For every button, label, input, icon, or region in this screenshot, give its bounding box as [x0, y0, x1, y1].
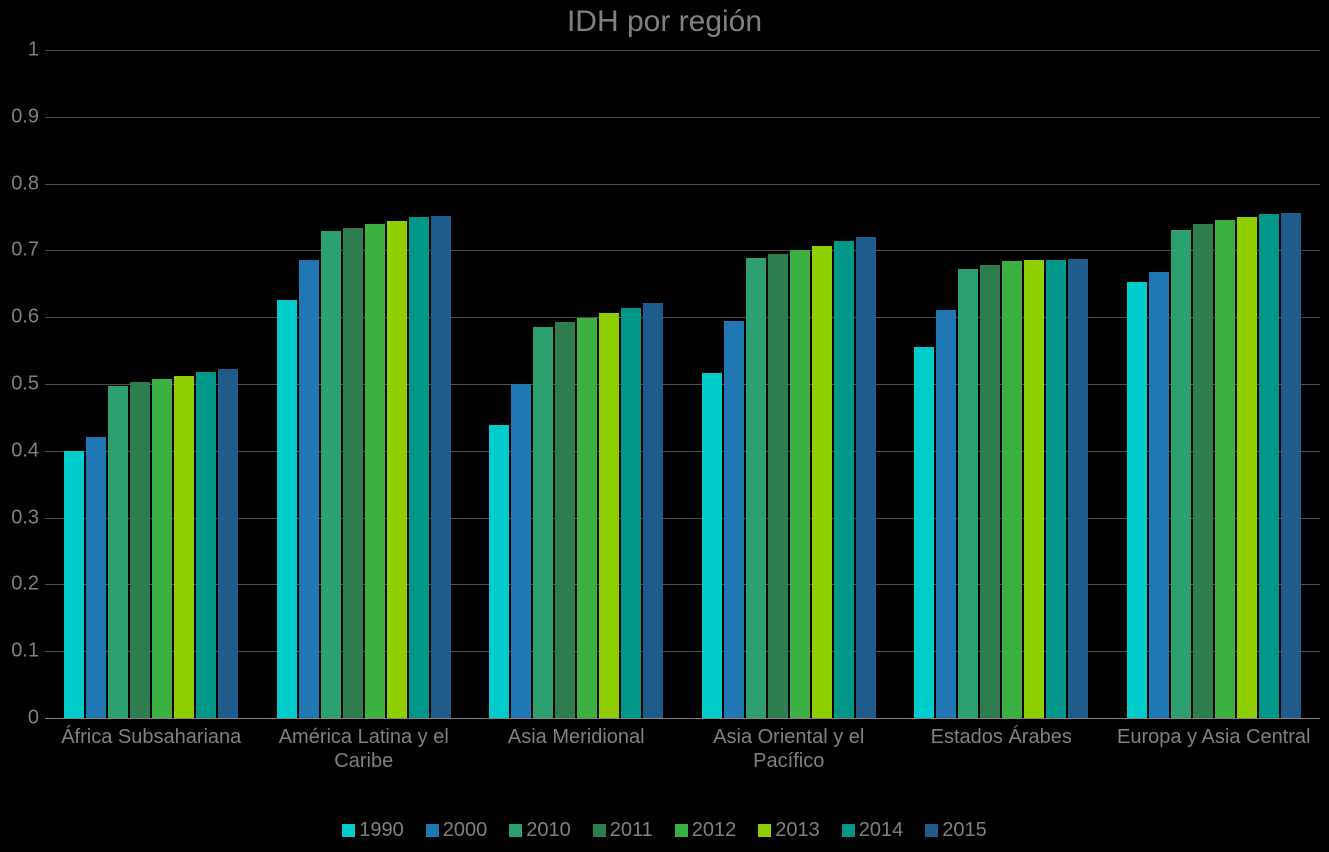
legend-swatch	[342, 824, 355, 837]
ytick-label: 0	[28, 707, 39, 730]
legend-swatch	[426, 824, 439, 837]
ytick-label: 0.6	[11, 306, 39, 329]
bar	[980, 265, 1000, 718]
legend-swatch	[509, 824, 522, 837]
xtick-label: Estados Árabes	[900, 725, 1102, 749]
bar	[856, 237, 876, 718]
xtick-label: África Subsahariana	[50, 725, 252, 749]
legend-item: 2012	[675, 819, 737, 842]
chart-container: IDH por región 0 0.1 0.2 0.3 0.4 0.5 0.6 0.7 0.8…	[0, 0, 1329, 852]
bar	[489, 425, 509, 718]
bar	[533, 327, 553, 718]
bar	[790, 250, 810, 718]
bar	[1068, 259, 1088, 718]
ytick-label: 0.7	[11, 239, 39, 262]
bar	[643, 303, 663, 718]
bar	[958, 269, 978, 718]
legend-item: 2014	[842, 819, 904, 842]
bar	[86, 437, 106, 718]
legend-label: 2012	[692, 819, 737, 842]
ytick-label: 0.5	[11, 373, 39, 396]
legend-label: 1990	[359, 819, 404, 842]
bar	[1237, 217, 1257, 718]
ytick-label: 0.4	[11, 439, 39, 462]
bar	[152, 379, 172, 718]
legend-label: 2000	[443, 819, 488, 842]
ytick-label: 0.1	[11, 640, 39, 663]
gridline	[45, 50, 1320, 51]
bar	[621, 308, 641, 718]
bar	[130, 382, 150, 718]
bar	[409, 217, 429, 718]
plot-area	[45, 50, 1320, 718]
bar	[218, 369, 238, 718]
ytick-label: 0.3	[11, 506, 39, 529]
chart-title: IDH por región	[0, 5, 1329, 39]
bar	[834, 241, 854, 718]
bar	[1046, 260, 1066, 718]
legend: 1990 2000 2010 2011 2012 2013 2014 2015	[0, 819, 1329, 842]
bar	[768, 254, 788, 718]
bar	[174, 376, 194, 718]
xtick-label: Asia Meridional	[475, 725, 677, 749]
bar	[387, 221, 407, 718]
bar	[196, 372, 216, 718]
legend-label: 2010	[526, 819, 571, 842]
xtick-label: Asia Oriental y el Pacífico	[688, 725, 890, 773]
bar	[1002, 261, 1022, 718]
bar	[599, 313, 619, 718]
legend-item: 1990	[342, 819, 404, 842]
bar	[724, 321, 744, 718]
bar	[914, 347, 934, 718]
legend-swatch	[675, 824, 688, 837]
legend-swatch	[842, 824, 855, 837]
bar	[1024, 260, 1044, 718]
bar	[555, 322, 575, 718]
bar	[702, 373, 722, 718]
legend-label: 2013	[775, 819, 820, 842]
ytick-label: 1	[28, 39, 39, 62]
bar	[1149, 272, 1169, 718]
legend-label: 2011	[610, 819, 653, 842]
bar	[1215, 220, 1235, 718]
ytick-label: 0.9	[11, 105, 39, 128]
legend-item: 2000	[426, 819, 488, 842]
bar	[108, 386, 128, 718]
bar	[1171, 230, 1191, 718]
bar	[1281, 213, 1301, 718]
bar	[299, 260, 319, 718]
bar	[936, 310, 956, 718]
legend-swatch	[925, 824, 938, 837]
legend-label: 2014	[859, 819, 904, 842]
bar	[746, 258, 766, 718]
ytick-label: 0.2	[11, 573, 39, 596]
bar	[321, 231, 341, 718]
gridline	[45, 184, 1320, 185]
gridline	[45, 117, 1320, 118]
bar	[577, 318, 597, 718]
bar	[511, 384, 531, 718]
ytick-label: 0.8	[11, 172, 39, 195]
bar	[365, 224, 385, 718]
bar	[343, 228, 363, 718]
bar	[64, 451, 84, 718]
legend-item: 2011	[593, 819, 653, 842]
legend-label: 2015	[942, 819, 987, 842]
xtick-label: Europa y Asia Central	[1113, 725, 1315, 749]
bar	[812, 246, 832, 718]
bar	[431, 216, 451, 718]
legend-item: 2015	[925, 819, 987, 842]
legend-item: 2013	[758, 819, 820, 842]
bar	[277, 300, 297, 718]
bar	[1259, 214, 1279, 718]
gridline	[45, 250, 1320, 251]
legend-item: 2010	[509, 819, 571, 842]
bar	[1127, 282, 1147, 718]
xtick-label: América Latina y el Caribe	[263, 725, 465, 773]
legend-swatch	[593, 824, 606, 837]
legend-swatch	[758, 824, 771, 837]
x-axis-line	[45, 718, 1320, 719]
bar	[1193, 224, 1213, 718]
